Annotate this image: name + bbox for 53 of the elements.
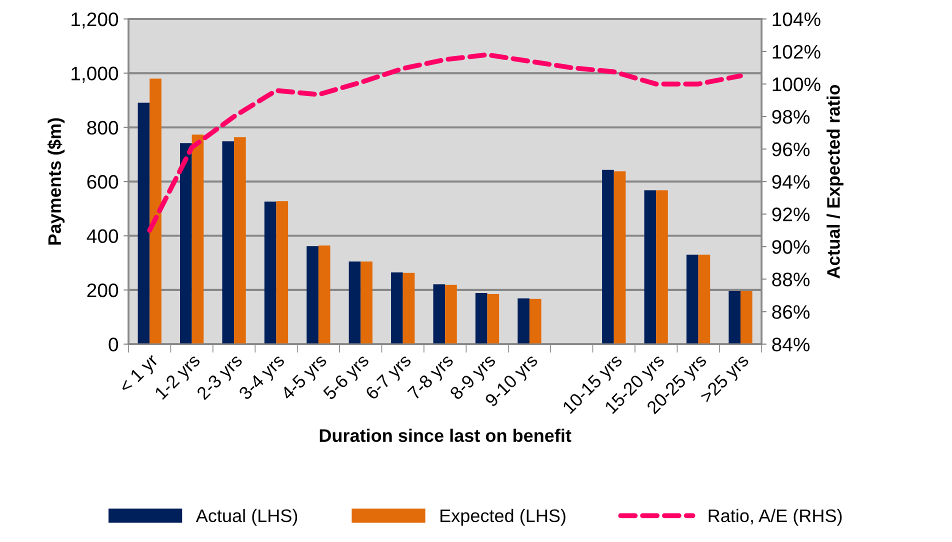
bar <box>487 294 500 344</box>
x-axis-title: Duration since last on benefit <box>320 428 572 442</box>
bar <box>433 284 446 344</box>
bar <box>614 171 626 344</box>
y2-tick-label: 86% <box>772 305 810 319</box>
y2-tick-label: 90% <box>772 240 810 254</box>
legend-label: Ratio, A/E (RHS) <box>708 508 842 526</box>
y2-tick-label: 100% <box>772 77 820 92</box>
bar <box>602 170 614 344</box>
y-tick-label: 0 <box>108 338 118 352</box>
y-tick-label: 600 <box>87 175 118 189</box>
bar <box>656 190 668 344</box>
bar <box>348 262 361 344</box>
bar <box>222 141 234 344</box>
bar <box>644 190 656 344</box>
y-tick-label: 1,200 <box>72 12 118 29</box>
bar <box>518 298 530 344</box>
y2-tick-label: 98% <box>772 110 810 124</box>
bar <box>686 254 698 344</box>
bar <box>180 143 192 344</box>
bar <box>276 201 288 344</box>
bar <box>318 246 330 344</box>
y2-axis-title: Actual / Expected ratio <box>826 84 844 278</box>
bar <box>391 272 403 344</box>
legend-label: Actual (LHS) <box>196 508 298 526</box>
y-axis-title: Payments ($m) <box>47 118 65 245</box>
y2-tick-label: 94% <box>772 175 810 189</box>
bar <box>150 78 162 344</box>
y2-tick-label: 96% <box>772 142 810 156</box>
line-series <box>147 52 743 233</box>
bar <box>402 272 415 344</box>
bar <box>264 202 276 344</box>
bar <box>698 254 710 344</box>
y-tick-label: 1,000 <box>72 66 118 83</box>
bar <box>740 291 752 344</box>
y2-tick-label: 88% <box>772 272 810 286</box>
bar <box>192 134 204 344</box>
legend-label: Expected (LHS) <box>440 508 566 526</box>
y-tick-label: 400 <box>86 229 118 244</box>
y2-tick-label: 92% <box>772 208 810 222</box>
y-tick-label: 800 <box>87 120 118 135</box>
bar <box>445 284 457 344</box>
bar <box>475 292 488 344</box>
bar <box>138 102 150 344</box>
y2-tick-label: 102% <box>772 44 820 59</box>
y-tick-label: 200 <box>87 283 118 298</box>
bar <box>728 291 740 344</box>
y2-tick-label: 104% <box>772 12 820 26</box>
bar <box>306 246 318 344</box>
bar <box>360 262 372 344</box>
y2-tick-label: 84% <box>772 338 810 352</box>
bar <box>529 298 542 344</box>
bar <box>234 137 246 344</box>
